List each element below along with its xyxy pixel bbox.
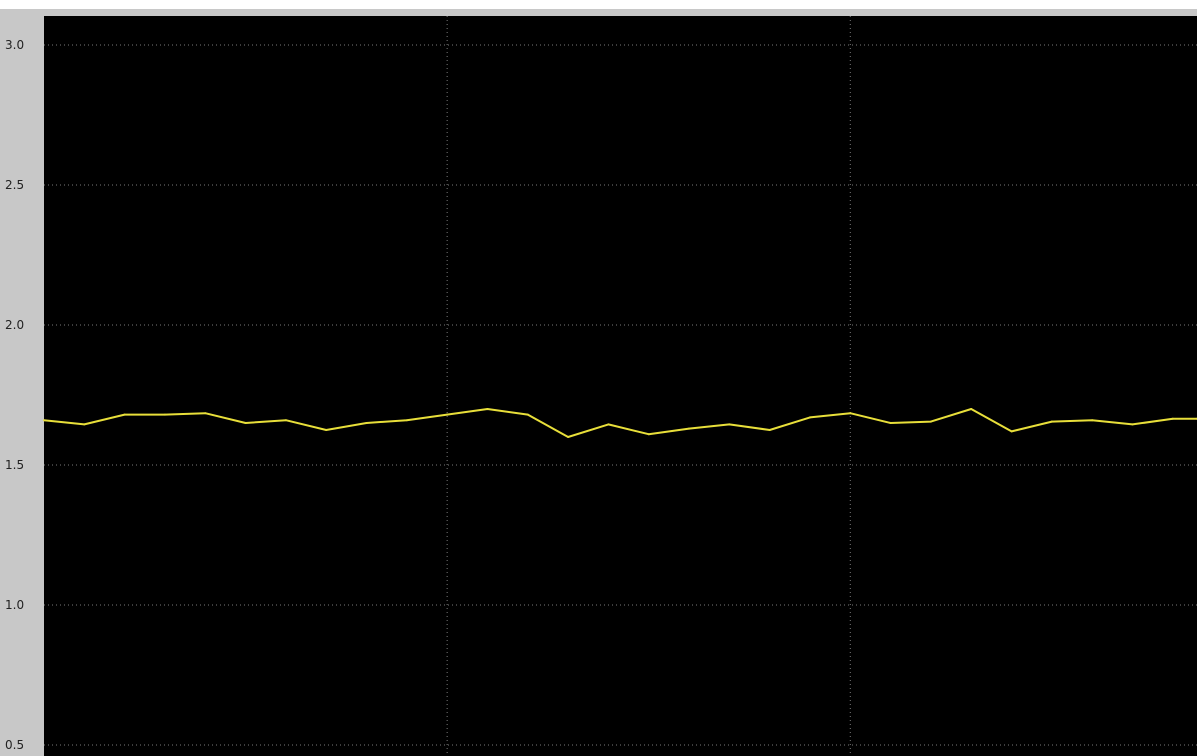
data-point (688, 428, 690, 430)
data-point (1131, 423, 1133, 425)
data-point (769, 429, 771, 431)
data-point (446, 414, 448, 416)
y-tick-label: 0.5 (5, 738, 24, 752)
data-point (164, 414, 166, 416)
data-point (406, 419, 408, 421)
data-point (527, 414, 529, 416)
data-point (1051, 421, 1053, 423)
y-tick-label: 2.0 (5, 318, 24, 332)
data-point (648, 433, 650, 435)
data-point (1091, 419, 1093, 421)
data-point (607, 423, 609, 425)
data-point (486, 408, 488, 410)
data-point (366, 422, 368, 424)
data-point (728, 423, 730, 425)
data-point (245, 422, 247, 424)
y-tick-label: 1.5 (5, 458, 24, 472)
data-point (890, 422, 892, 424)
data-point (1172, 418, 1174, 420)
y-axis-ticks: 3.0 2.5 2.0 1.5 1.0 0.5 (5, 38, 24, 752)
data-point (970, 408, 972, 410)
data-point (43, 419, 45, 421)
y-tick-label: 3.0 (5, 38, 24, 52)
data-point (567, 436, 569, 438)
data-point (930, 421, 932, 423)
data-point (849, 412, 851, 414)
data-point (83, 423, 85, 425)
plot-area (44, 16, 1197, 756)
data-point (809, 416, 811, 418)
y-tick-label: 2.5 (5, 178, 24, 192)
data-point (325, 429, 327, 431)
y-tick-label: 1.0 (5, 598, 24, 612)
data-point (1011, 430, 1013, 432)
top-margin (0, 0, 1197, 9)
data-point (285, 419, 287, 421)
data-point (124, 414, 126, 416)
data-point (204, 412, 206, 414)
